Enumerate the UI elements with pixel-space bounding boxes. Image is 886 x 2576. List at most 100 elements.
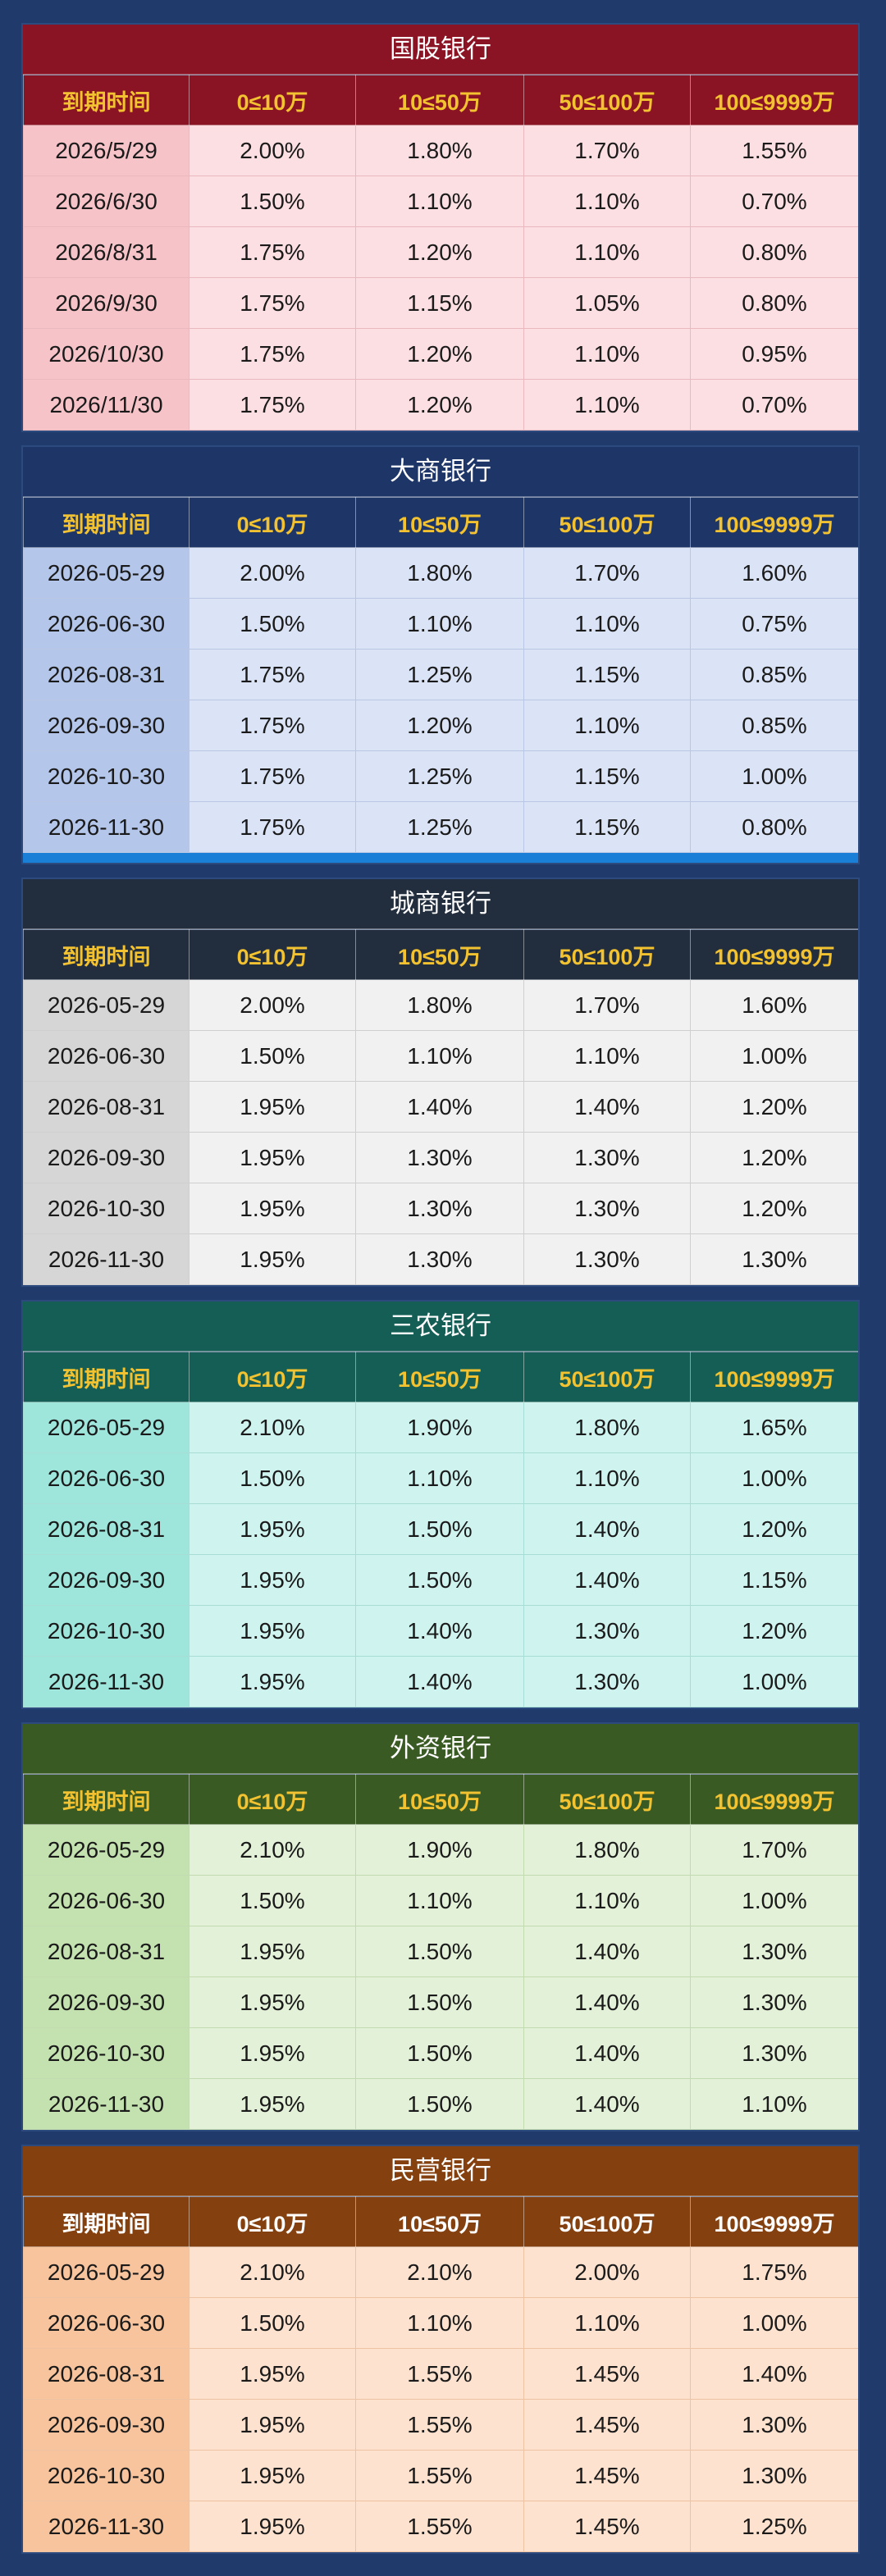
rate-cell: 1.40% <box>523 1554 691 1606</box>
header-row: 到期时间 0≤10万 10≤50万 50≤100万 100≤9999万 <box>23 75 858 125</box>
rate-cell: 1.00% <box>690 1030 858 1082</box>
rate-cell: 1.10% <box>523 328 691 380</box>
rate-cell: 1.45% <box>523 2450 691 2501</box>
rate-cell: 1.75% <box>189 700 356 751</box>
header-row: 到期时间 0≤10万 10≤50万 50≤100万 100≤9999万 <box>23 497 858 548</box>
rate-cell: 1.30% <box>690 1926 858 1977</box>
header-row: 到期时间 0≤10万 10≤50万 50≤100万 100≤9999万 <box>23 1774 858 1825</box>
table-row: 2026-10-30 1.75% 1.25% 1.15% 1.00% <box>23 750 858 802</box>
rate-cell: 1.40% <box>355 1605 524 1657</box>
rate-cell: 1.60% <box>690 547 858 599</box>
table-row: 2026/10/30 1.75% 1.20% 1.10% 0.95% <box>23 328 858 380</box>
table-row: 2026-06-30 1.50% 1.10% 1.10% 1.00% <box>23 1030 858 1082</box>
maturity-date-cell: 2026/10/30 <box>23 328 190 380</box>
rate-cell: 1.50% <box>355 2078 524 2130</box>
rate-cell: 1.30% <box>355 1183 524 1234</box>
rate-cell: 2.00% <box>523 2246 691 2298</box>
rate-cell: 1.30% <box>523 1605 691 1657</box>
maturity-date-cell: 2026-08-31 <box>23 649 190 700</box>
rate-cell: 1.50% <box>189 598 356 650</box>
rate-cell: 0.95% <box>690 328 858 380</box>
rate-cell: 1.80% <box>355 979 524 1031</box>
rate-cell: 1.15% <box>523 750 691 802</box>
table-row: 2026-06-30 1.50% 1.10% 1.10% 1.00% <box>23 2297 858 2349</box>
rate-cell: 1.95% <box>189 2027 356 2079</box>
rate-cell: 1.10% <box>523 379 691 431</box>
rate-cell: 1.10% <box>523 1452 691 1504</box>
rate-cell: 1.50% <box>355 1976 524 2028</box>
bank-title: 外资银行 <box>23 1724 858 1774</box>
rate-cell: 2.00% <box>189 125 356 176</box>
rate-cell: 1.70% <box>690 1824 858 1876</box>
rate-cell: 1.40% <box>690 2348 858 2400</box>
maturity-date-cell: 2026-05-29 <box>23 1824 190 1876</box>
rate-cell: 1.20% <box>690 1132 858 1183</box>
column-header: 50≤100万 <box>523 1774 691 1825</box>
rate-cell: 1.40% <box>355 1656 524 1707</box>
maturity-date-cell: 2026-06-30 <box>23 1030 190 1082</box>
column-header: 到期时间 <box>23 2196 190 2247</box>
column-header: 50≤100万 <box>523 929 691 980</box>
rate-cell: 1.40% <box>523 2027 691 2079</box>
maturity-date-cell: 2026-08-31 <box>23 2348 190 2400</box>
column-header: 50≤100万 <box>523 75 691 125</box>
maturity-date-cell: 2026-05-29 <box>23 979 190 1031</box>
rate-cell: 1.20% <box>355 379 524 431</box>
table-row: 2026-09-30 1.75% 1.20% 1.10% 0.85% <box>23 700 858 751</box>
maturity-date-cell: 2026-06-30 <box>23 598 190 650</box>
rate-cell: 1.10% <box>355 598 524 650</box>
maturity-date-cell: 2026-11-30 <box>23 1233 190 1285</box>
column-header: 到期时间 <box>23 1352 190 1402</box>
rate-cell: 1.75% <box>189 226 356 278</box>
header-row: 到期时间 0≤10万 10≤50万 50≤100万 100≤9999万 <box>23 2196 858 2247</box>
rate-cell: 1.30% <box>690 1233 858 1285</box>
column-header: 100≤9999万 <box>690 1774 858 1825</box>
column-header: 10≤50万 <box>355 1774 524 1825</box>
rate-cell: 1.40% <box>523 1081 691 1133</box>
rate-cell: 1.10% <box>355 176 524 227</box>
maturity-date-cell: 2026-10-30 <box>23 1605 190 1657</box>
table-row: 2026-05-29 2.10% 1.90% 1.80% 1.70% <box>23 1824 858 1876</box>
rate-cell: 1.30% <box>523 1656 691 1707</box>
rate-cell: 1.30% <box>690 2399 858 2451</box>
rate-cell: 1.20% <box>690 1183 858 1234</box>
maturity-date-cell: 2026-08-31 <box>23 1081 190 1133</box>
rate-cell: 1.95% <box>189 1503 356 1555</box>
rate-cell: 1.95% <box>189 1656 356 1707</box>
column-header: 50≤100万 <box>523 1352 691 1402</box>
table-row: 2026-08-31 1.95% 1.40% 1.40% 1.20% <box>23 1081 858 1133</box>
column-header: 100≤9999万 <box>690 2196 858 2247</box>
rate-cell: 1.25% <box>355 801 524 853</box>
maturity-date-cell: 2026/6/30 <box>23 176 190 227</box>
rate-cell: 1.10% <box>523 176 691 227</box>
rate-cell: 1.50% <box>189 2297 356 2349</box>
maturity-date-cell: 2026-09-30 <box>23 1132 190 1183</box>
rate-cell: 1.50% <box>189 1030 356 1082</box>
table-row: 2026/6/30 1.50% 1.10% 1.10% 0.70% <box>23 176 858 227</box>
bank-section: 三农银行 到期时间 0≤10万 10≤50万 50≤100万 100≤9999万 2026-… <box>21 1300 860 1709</box>
rate-cell: 1.20% <box>690 1605 858 1657</box>
rate-table: 到期时间 0≤10万 10≤50万 50≤100万 100≤9999万 2026-05-2… <box>23 1352 858 1707</box>
rate-cell: 1.40% <box>523 1926 691 1977</box>
rate-table: 到期时间 0≤10万 10≤50万 50≤100万 100≤9999万 2026-05-2… <box>23 1774 858 2130</box>
rate-cell: 1.50% <box>355 1926 524 1977</box>
rate-cell: 1.25% <box>355 649 524 700</box>
maturity-date-cell: 2026/8/31 <box>23 226 190 278</box>
rate-cell: 1.55% <box>355 2348 524 2400</box>
rate-cell: 1.20% <box>690 1081 858 1133</box>
rate-cell: 1.30% <box>523 1233 691 1285</box>
rate-cell: 1.10% <box>523 700 691 751</box>
rate-cell: 1.95% <box>189 1554 356 1606</box>
rate-cell: 1.00% <box>690 1656 858 1707</box>
rate-cell: 1.75% <box>189 801 356 853</box>
table-row: 2026-08-31 1.95% 1.55% 1.45% 1.40% <box>23 2348 858 2400</box>
accent-bar <box>23 853 858 863</box>
rate-cell: 1.40% <box>523 1976 691 2028</box>
maturity-date-cell: 2026-06-30 <box>23 1452 190 1504</box>
maturity-date-cell: 2026-09-30 <box>23 2399 190 2451</box>
rate-cell: 1.60% <box>690 979 858 1031</box>
rate-cell: 2.10% <box>189 1402 356 1453</box>
table-row: 2026-05-29 2.10% 2.10% 2.00% 1.75% <box>23 2246 858 2298</box>
column-header: 0≤10万 <box>189 929 356 980</box>
column-header: 10≤50万 <box>355 1352 524 1402</box>
